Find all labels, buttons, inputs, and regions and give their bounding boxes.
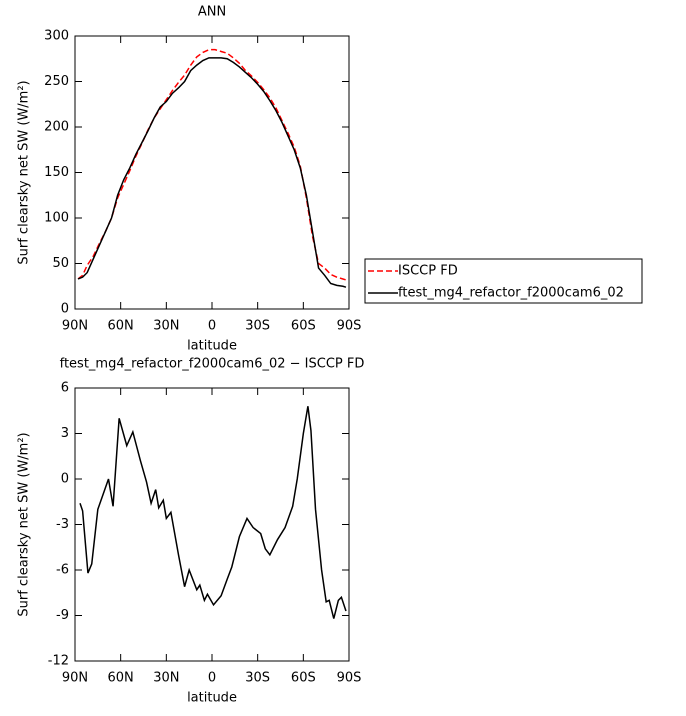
plot-frame <box>74 387 350 662</box>
y-tick-label: -6 <box>56 563 69 578</box>
x-tick-label: 0 <box>208 671 216 686</box>
legend-box <box>364 258 643 304</box>
plot-frame <box>74 35 350 310</box>
x-tick-label: 90S <box>337 671 362 686</box>
line <box>77 57 347 288</box>
x-tick-label: 90N <box>62 671 88 686</box>
x-tick-label: 60S <box>291 671 316 686</box>
y-axis-label: Surf clearsky net SW (W/m²) <box>17 80 32 264</box>
y-tick-label: 250 <box>44 74 69 89</box>
x-tick-label: 30S <box>245 319 270 334</box>
y-tick-label: 0 <box>61 302 69 317</box>
y-axis-label: Surf clearsky net SW (W/m²) <box>17 432 32 616</box>
line <box>79 406 347 619</box>
x-tick-label: 90S <box>337 319 362 334</box>
x-tick-label: 60N <box>108 319 134 334</box>
y-tick-label: -3 <box>56 517 69 532</box>
y-tick-label: 100 <box>44 211 69 226</box>
x-tick-label: 0 <box>208 319 216 334</box>
x-tick-label: 60S <box>291 319 316 334</box>
line <box>77 48 347 281</box>
y-tick-label: 300 <box>44 29 69 44</box>
legend-label: ftest_mg4_refactor_f2000cam6_02 <box>398 286 624 301</box>
x-tick-label: 30N <box>153 319 179 334</box>
chart-title: ftest_mg4_refactor_f2000cam6_02 − ISCCP … <box>60 357 365 372</box>
x-tick-label: 30S <box>245 671 270 686</box>
y-tick-label: 200 <box>44 120 69 135</box>
y-tick-label: 0 <box>61 472 69 487</box>
x-axis-label: latitude <box>187 339 237 354</box>
y-tick-label: 150 <box>44 165 69 180</box>
x-tick-label: 60N <box>108 671 134 686</box>
legend-label: ISCCP FD <box>398 264 458 279</box>
y-tick-label: -9 <box>56 608 69 623</box>
y-tick-label: -12 <box>48 654 69 669</box>
chart-title: ANN <box>198 5 226 20</box>
x-tick-label: 30N <box>153 671 179 686</box>
y-tick-label: 3 <box>61 426 69 441</box>
x-axis-label: latitude <box>187 691 237 706</box>
y-tick-label: 50 <box>52 256 69 271</box>
x-tick-label: 90N <box>62 319 88 334</box>
y-tick-label: 6 <box>61 381 69 396</box>
